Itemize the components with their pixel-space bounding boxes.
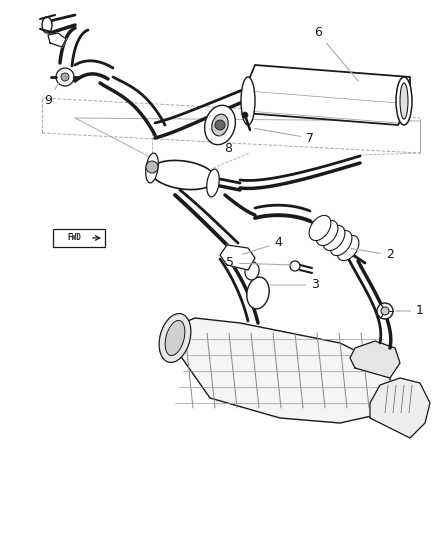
Ellipse shape [205, 106, 235, 144]
Ellipse shape [159, 313, 191, 362]
Ellipse shape [323, 225, 345, 251]
Text: 2: 2 [351, 248, 394, 262]
Text: 7: 7 [255, 128, 314, 144]
Circle shape [56, 68, 74, 86]
Ellipse shape [337, 236, 359, 261]
Ellipse shape [316, 221, 338, 246]
Ellipse shape [151, 160, 215, 190]
Ellipse shape [241, 77, 255, 125]
Ellipse shape [146, 153, 158, 183]
Circle shape [290, 261, 300, 271]
Polygon shape [245, 65, 410, 125]
Polygon shape [48, 33, 66, 47]
Text: 3: 3 [271, 279, 319, 292]
Circle shape [377, 303, 393, 319]
Text: 1: 1 [396, 304, 424, 318]
Circle shape [61, 73, 69, 81]
Ellipse shape [400, 83, 408, 119]
Polygon shape [165, 318, 395, 423]
Ellipse shape [247, 277, 269, 309]
Text: 5: 5 [226, 256, 292, 270]
Ellipse shape [309, 215, 331, 240]
Ellipse shape [212, 114, 228, 136]
Circle shape [146, 161, 158, 173]
Polygon shape [350, 341, 400, 378]
Ellipse shape [330, 230, 352, 256]
FancyArrowPatch shape [93, 236, 100, 240]
Text: 8: 8 [220, 135, 232, 155]
Circle shape [381, 307, 389, 315]
Ellipse shape [207, 169, 219, 197]
Text: 6: 6 [314, 27, 358, 81]
Ellipse shape [42, 17, 52, 33]
Polygon shape [220, 245, 255, 270]
Text: 9: 9 [44, 83, 59, 108]
Text: FWD: FWD [67, 233, 81, 243]
Circle shape [215, 120, 225, 130]
Ellipse shape [165, 320, 185, 356]
Circle shape [242, 112, 248, 118]
Ellipse shape [245, 262, 259, 280]
Polygon shape [370, 378, 430, 438]
Text: 4: 4 [243, 237, 282, 254]
Ellipse shape [396, 77, 412, 125]
